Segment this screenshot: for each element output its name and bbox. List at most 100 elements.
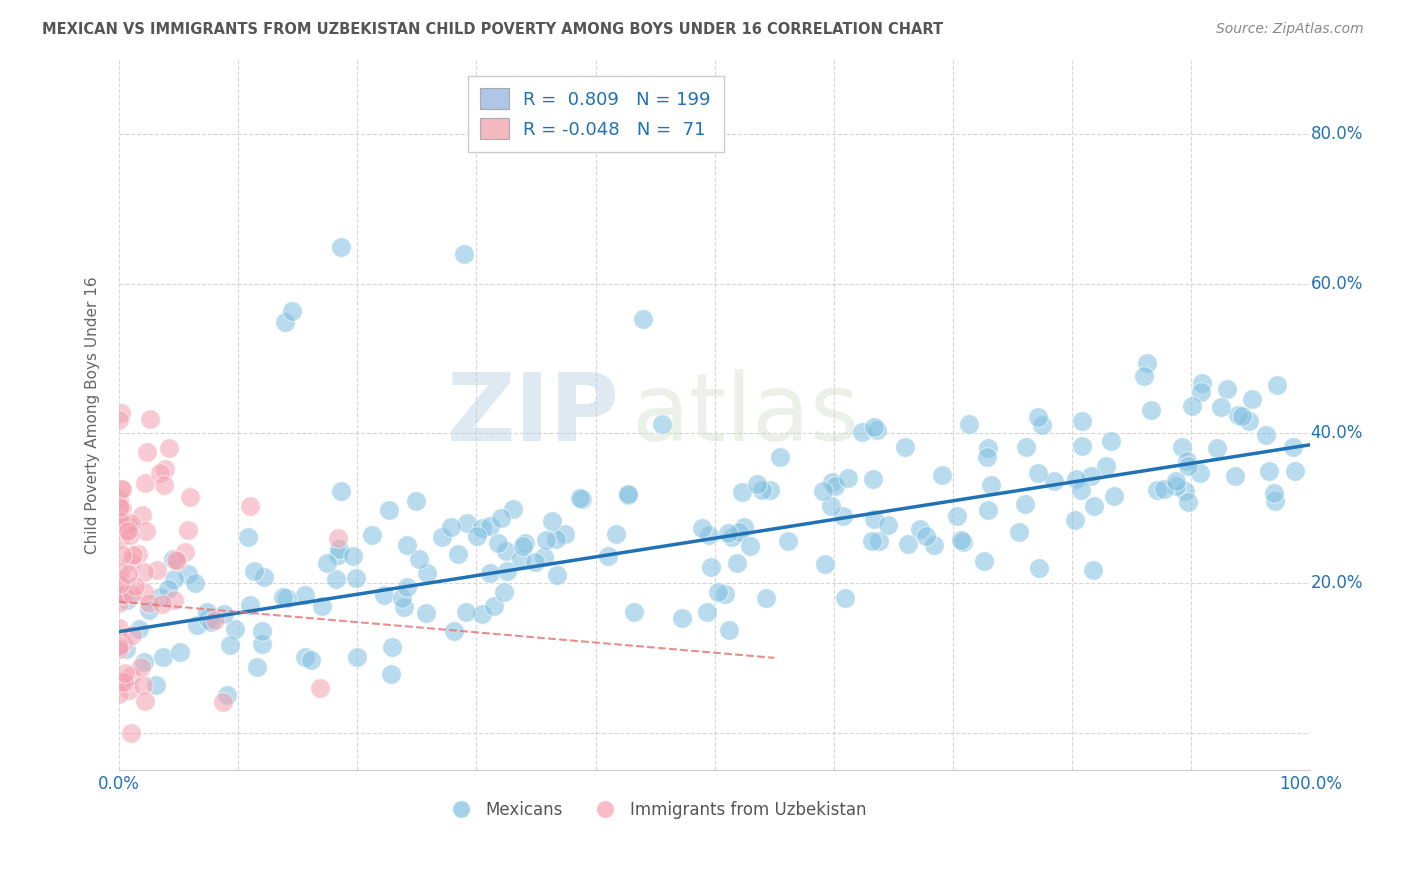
Point: [110, 675, 132, 690]
Point: [120, 516, 142, 530]
Point: [1014, 498, 1036, 512]
Point: [330, 484, 353, 499]
Point: [1223, 469, 1246, 483]
Point: [470, 607, 492, 621]
Point: [177, 524, 200, 538]
Point: [697, 528, 720, 542]
Point: [110, 500, 132, 514]
Point: [908, 523, 931, 537]
Text: MEXICAN VS IMMIGRANTS FROM UZBEKISTAN CHILD POVERTY AMONG BOYS UNDER 16 CORRELAT: MEXICAN VS IMMIGRANTS FROM UZBEKISTAN CH…: [42, 22, 943, 37]
Point: [862, 472, 884, 486]
Point: [224, 622, 246, 636]
Point: [897, 537, 920, 551]
Point: [294, 650, 316, 665]
Point: [1177, 495, 1199, 509]
Point: [716, 526, 738, 541]
Point: [239, 599, 262, 613]
Point: [156, 582, 179, 597]
Point: [1282, 440, 1305, 454]
Point: [862, 512, 884, 526]
Point: [617, 487, 640, 501]
Point: [862, 420, 884, 434]
Point: [915, 529, 938, 543]
Point: [605, 527, 627, 541]
Point: [108, 621, 131, 635]
Point: [1174, 484, 1197, 499]
Point: [152, 649, 174, 664]
Point: [117, 567, 139, 582]
Point: [1136, 356, 1159, 370]
Point: [165, 553, 187, 567]
Point: [138, 596, 160, 610]
Point: [515, 536, 537, 550]
Point: [108, 533, 131, 547]
Point: [346, 650, 368, 665]
Text: 60.0%: 60.0%: [1310, 275, 1362, 293]
Point: [922, 538, 945, 552]
Point: [204, 613, 226, 627]
Point: [381, 640, 404, 654]
Point: [1209, 400, 1232, 414]
Point: [495, 564, 517, 578]
Point: [121, 627, 143, 641]
Point: [114, 666, 136, 681]
Point: [718, 623, 741, 637]
Point: [149, 466, 172, 480]
Point: [1140, 403, 1163, 417]
Point: [1066, 472, 1088, 486]
Point: [769, 450, 792, 465]
Point: [108, 688, 131, 702]
Point: [524, 555, 547, 569]
Point: [973, 554, 995, 568]
Point: [122, 548, 145, 562]
Point: [114, 642, 136, 657]
Point: [1083, 500, 1105, 514]
Point: [108, 491, 131, 506]
Point: [138, 603, 160, 617]
Point: [108, 642, 131, 657]
Point: [131, 508, 153, 523]
Point: [111, 500, 134, 515]
Point: [440, 520, 463, 534]
Point: [707, 585, 730, 599]
Point: [117, 517, 139, 532]
Point: [416, 566, 439, 580]
Point: [1263, 494, 1285, 508]
Point: [727, 525, 749, 540]
Point: [117, 520, 139, 534]
Point: [163, 572, 186, 586]
Point: [623, 606, 645, 620]
Point: [121, 586, 143, 600]
Point: [1239, 414, 1261, 428]
Point: [546, 568, 568, 582]
Point: [1181, 399, 1204, 413]
Point: [1254, 428, 1277, 442]
Point: [489, 510, 512, 524]
Point: [1008, 525, 1031, 540]
Point: [128, 622, 150, 636]
Point: [1215, 382, 1237, 396]
Text: ZIP: ZIP: [447, 368, 620, 461]
Point: [957, 417, 980, 431]
Point: [447, 547, 470, 561]
Point: [868, 533, 890, 548]
Point: [243, 564, 266, 578]
Point: [432, 530, 454, 544]
Point: [315, 556, 337, 570]
Point: [179, 490, 201, 504]
Point: [1080, 468, 1102, 483]
Point: [250, 624, 273, 638]
Point: [328, 542, 350, 557]
Point: [824, 479, 846, 493]
Point: [733, 520, 755, 534]
Point: [696, 605, 718, 619]
Point: [378, 503, 401, 517]
Point: [108, 573, 131, 587]
Point: [512, 539, 534, 553]
Point: [391, 591, 413, 605]
Point: [124, 578, 146, 592]
Point: [651, 417, 673, 431]
Point: [219, 638, 242, 652]
Point: [571, 492, 593, 507]
Point: [136, 444, 159, 458]
